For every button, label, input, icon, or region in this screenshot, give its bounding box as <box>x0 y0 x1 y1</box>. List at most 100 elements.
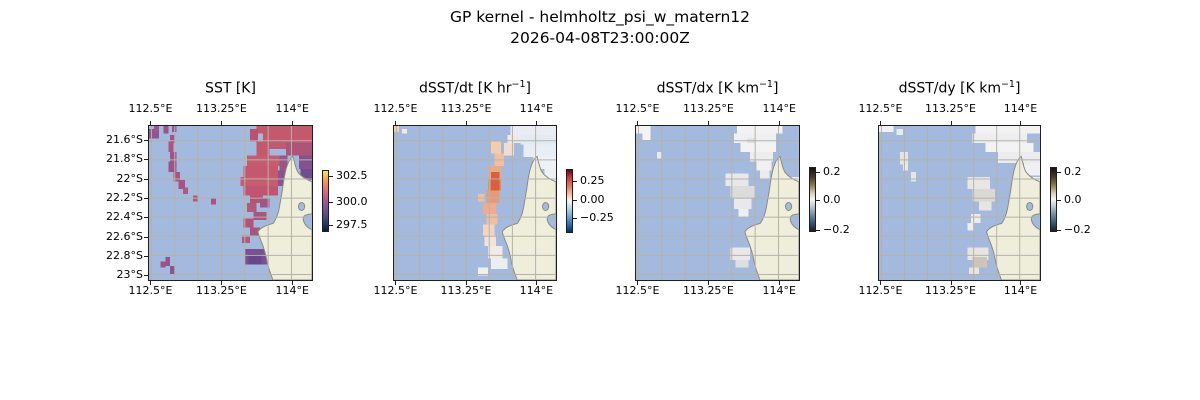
x-tick-mark <box>950 281 952 285</box>
y-tick-mark <box>144 178 148 180</box>
colorbar-tick-mark <box>329 201 333 203</box>
x-tick-label-top: 112.5°E <box>858 102 903 115</box>
colorbar-tick-mark <box>816 200 820 202</box>
colorbar-dsst_dy <box>1050 167 1057 232</box>
colorbar-tick-label: 300.0 <box>336 194 368 208</box>
superscript: −1 <box>758 79 773 90</box>
colorbar-tick-label: 0.0 <box>1064 193 1082 207</box>
x-tick-label-bottom: 114°E <box>1003 284 1038 297</box>
x-tick-label-bottom: 113.25°E <box>195 284 247 297</box>
land-layer <box>987 156 1040 280</box>
y-tick-label: 22°S <box>116 171 143 185</box>
x-tick-label-top: 114°E <box>1003 102 1038 115</box>
x-tick-label-top: 112.5°E <box>615 102 660 115</box>
colorbar-tick-mark <box>1057 230 1061 232</box>
bay-notch <box>298 203 304 211</box>
colorbar-tick-mark <box>573 199 577 201</box>
x-tick-label-top: 113.25°E <box>440 102 492 115</box>
land-layer <box>745 156 799 280</box>
colorbar-tick-mark <box>329 225 333 227</box>
x-tick-label-top: 113.25°E <box>195 102 247 115</box>
x-tick-label-top: 114°E <box>762 102 796 115</box>
y-tick-label: 23°S <box>116 268 143 282</box>
colorbar-tick-label: −0.25 <box>580 210 614 224</box>
x-tick-mark <box>221 121 223 125</box>
x-tick-mark <box>536 121 538 125</box>
map-panel-dsst_dt <box>393 125 557 281</box>
x-tick-label-bottom: 114°E <box>762 284 796 297</box>
panel-title-dsst_dt: dSST/dt [K hr−1] <box>419 79 531 97</box>
x-tick-label-top: 114°E <box>519 102 554 115</box>
x-tick-mark <box>465 121 467 125</box>
x-tick-mark <box>880 281 882 285</box>
x-tick-label-bottom: 113.25°E <box>440 284 492 297</box>
x-tick-mark <box>779 281 781 285</box>
y-tick-label: 21.8°S <box>106 152 143 166</box>
y-tick-mark <box>144 139 148 141</box>
colorbar-tick-mark <box>1057 171 1061 173</box>
colorbar-tick-label: −0.2 <box>823 223 850 237</box>
x-tick-mark <box>637 281 639 285</box>
data-cells-layer <box>149 126 312 274</box>
superscript: −1 <box>511 79 526 90</box>
x-tick-label-bottom: 114°E <box>519 284 554 297</box>
x-tick-label-top: 112.5°E <box>128 102 173 115</box>
colorbar-tick-label: 0.2 <box>1064 164 1082 178</box>
map-panel-dsst_dy <box>878 125 1041 281</box>
grid-layer <box>879 126 1040 280</box>
map-canvas-sst <box>149 126 312 280</box>
y-tick-label: 22.2°S <box>106 191 143 204</box>
land-layer <box>502 156 556 280</box>
x-tick-label-bottom: 112.5°E <box>373 284 418 297</box>
colorbar-tick-label: 297.5 <box>336 218 368 232</box>
colorbar-tick-mark <box>573 180 577 182</box>
y-tick-label: 22.8°S <box>106 249 143 263</box>
colorbar-tick-label: 302.5 <box>336 169 368 183</box>
x-tick-label-bottom: 112.5°E <box>858 284 903 297</box>
grid-layer <box>394 126 556 280</box>
colorbar-tick-label: 0.0 <box>823 193 841 207</box>
x-tick-mark <box>637 121 639 125</box>
colorbar-tick-mark <box>816 171 820 173</box>
figure-title: GP kernel - helmholtz_psi_w_matern12 <box>449 8 751 26</box>
y-tick-mark <box>144 159 148 161</box>
y-tick-mark <box>144 236 148 238</box>
x-tick-mark <box>150 121 152 125</box>
x-tick-mark <box>292 281 294 285</box>
land-layer <box>258 156 312 280</box>
x-tick-mark <box>950 121 952 125</box>
x-tick-label-bottom: 112.5°E <box>128 284 173 297</box>
colorbar-sst <box>322 170 329 232</box>
superscript: −1 <box>1000 79 1015 90</box>
x-tick-label-top: 114°E <box>275 102 309 115</box>
y-tick-mark <box>144 275 148 277</box>
y-tick-label: 21.6°S <box>106 132 143 146</box>
colorbar-tick-label: −0.2 <box>1064 223 1091 237</box>
x-tick-mark <box>1020 121 1022 125</box>
y-tick-mark <box>144 217 148 219</box>
colorbar-tick-label: 0.00 <box>580 192 605 206</box>
panel-title-sst: SST [K] <box>205 80 256 97</box>
y-tick-label: 22.4°S <box>106 210 143 224</box>
bay-notch <box>785 203 791 211</box>
figure-subtitle: 2026-04-08T23:00:00Z <box>510 29 690 47</box>
x-tick-mark <box>880 121 882 125</box>
grid-layer <box>636 126 799 280</box>
x-tick-label-bottom: 112.5°E <box>615 284 660 297</box>
x-tick-label-top: 112.5°E <box>373 102 418 115</box>
x-tick-mark <box>536 281 538 285</box>
bay-notch <box>543 203 549 211</box>
x-tick-mark <box>221 281 223 285</box>
colorbar-tick-mark <box>1057 200 1061 202</box>
x-tick-mark <box>150 281 152 285</box>
x-tick-mark <box>779 121 781 125</box>
x-tick-mark <box>292 121 294 125</box>
x-tick-mark <box>708 281 710 285</box>
colorbar-tick-mark <box>573 217 577 219</box>
colorbar-tick-label: 0.2 <box>823 164 841 178</box>
map-canvas-dsst_dy <box>879 126 1040 280</box>
grid-layer <box>149 126 312 280</box>
map-panel-sst <box>148 125 313 281</box>
y-tick-mark <box>144 198 148 199</box>
